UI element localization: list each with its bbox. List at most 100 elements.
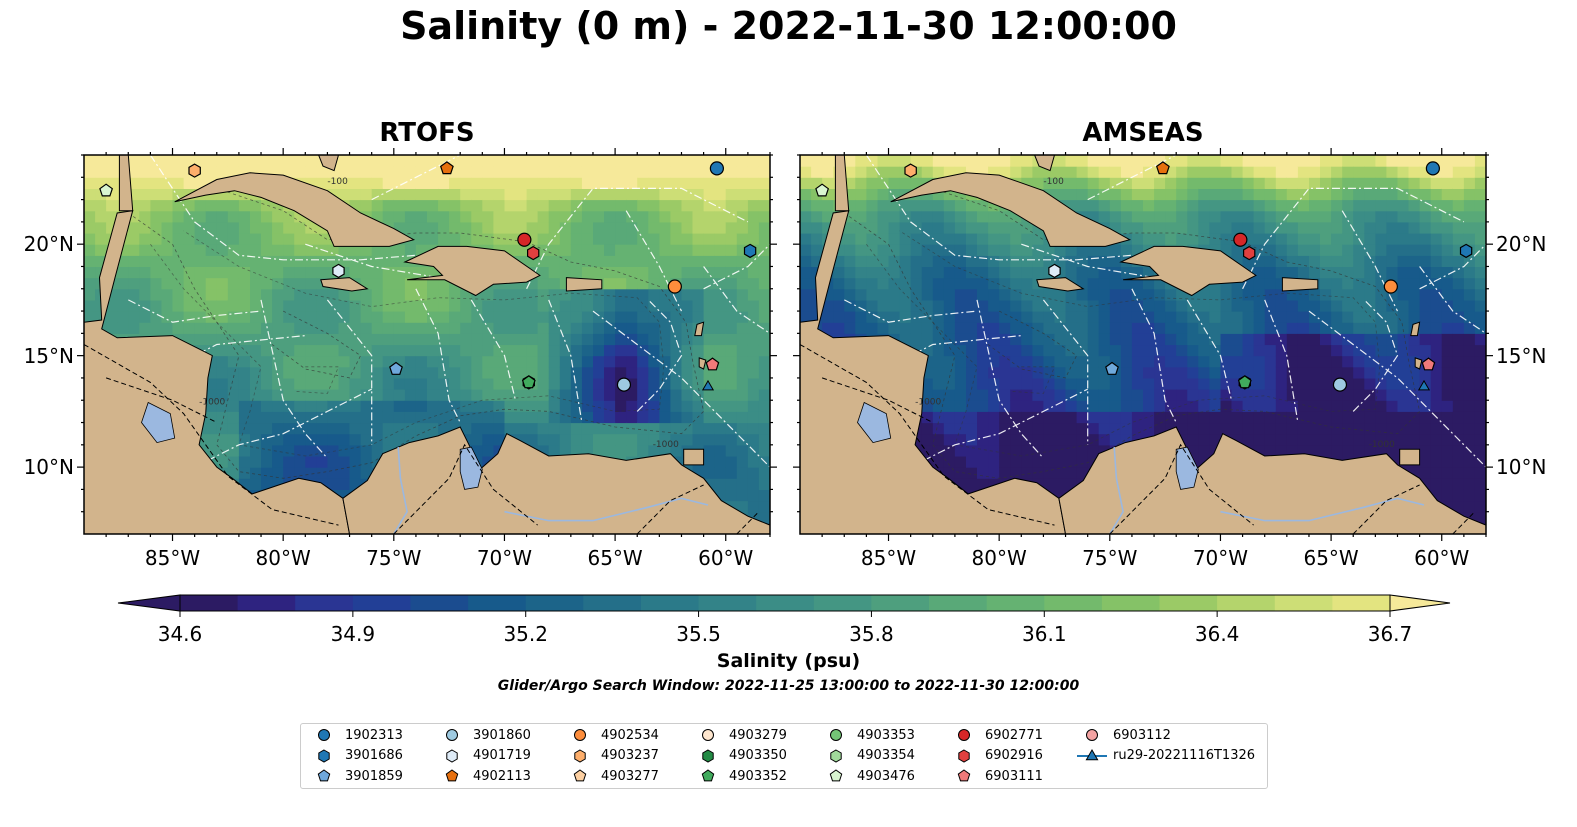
legend-item: 4902534 xyxy=(563,725,659,745)
colorbar-segment xyxy=(295,595,354,611)
legend-item: 6903112 xyxy=(1075,725,1171,745)
land-south xyxy=(342,426,770,534)
land-south xyxy=(1058,426,1486,534)
legend-label: 4903277 xyxy=(601,768,659,784)
legend: 1902313 3901686 3901859 3901860 4901719 49021… xyxy=(300,723,1268,789)
legend-label: 6903111 xyxy=(985,768,1043,784)
eez-boundary xyxy=(703,243,770,290)
country-border xyxy=(393,443,538,534)
legend-label: 4902113 xyxy=(473,768,531,784)
legend-marker-icon xyxy=(1086,729,1098,741)
eez-boundary xyxy=(1242,187,1465,290)
lat-label-right: 15°N xyxy=(1496,343,1547,368)
marker-4902534 xyxy=(1383,279,1398,294)
colorbar-tick-label: 35.2 xyxy=(503,622,548,646)
lat-label-right: 20°N xyxy=(1496,232,1547,257)
legend-item: 6902916 xyxy=(947,746,1043,766)
river xyxy=(393,447,408,534)
contour-label: -100 xyxy=(327,177,348,187)
eez-boundary xyxy=(1264,299,1299,423)
marker-4903237 xyxy=(188,163,201,178)
contour-1000 xyxy=(1010,366,1056,394)
colorbar-segment xyxy=(756,595,815,611)
marker-4903476 xyxy=(815,183,830,197)
lake xyxy=(141,401,176,444)
eez-boundary xyxy=(1131,288,1177,423)
marker-4902113 xyxy=(1155,161,1170,175)
colorbar-segment xyxy=(525,595,584,611)
marker-6902916 xyxy=(526,245,540,261)
colorbar-over-extend xyxy=(1389,594,1451,612)
eez-boundary xyxy=(305,243,505,279)
colorbar-tick-label: 34.6 xyxy=(157,622,203,646)
lake xyxy=(459,446,483,490)
country-border xyxy=(1109,443,1254,534)
marker-6903111 xyxy=(1421,357,1436,371)
eez-boundary xyxy=(1419,266,1486,334)
eez-boundary xyxy=(1021,243,1221,279)
eez-boundary xyxy=(1341,210,1399,312)
legend-label: 4903353 xyxy=(857,727,915,743)
contour-1000 xyxy=(294,366,340,394)
legend-label: 6902771 xyxy=(985,727,1043,743)
legend-item: 4903353 xyxy=(819,725,915,745)
legend-label: 6903112 xyxy=(1113,727,1171,743)
map-frame xyxy=(83,154,771,535)
legend-label: 3901860 xyxy=(473,727,531,743)
lat-label-right: 10°N xyxy=(1496,455,1547,480)
marker-4903237 xyxy=(904,163,917,178)
marker-3901859 xyxy=(389,361,403,375)
marker-4901719 xyxy=(332,263,345,279)
legend-item: ru29-20221116T1326 xyxy=(1075,746,1255,766)
legend-marker-icon xyxy=(445,769,459,782)
legend-label: 4903350 xyxy=(729,748,787,763)
legend-item: 3901859 xyxy=(307,766,403,786)
colorbar-label: Salinity (psu) xyxy=(716,650,861,672)
lon-label: 75°W xyxy=(1082,546,1138,570)
legend-label: 3901686 xyxy=(345,748,403,763)
marker-4902113 xyxy=(439,161,454,175)
eez-boundary xyxy=(1042,299,1089,445)
colorbar-segment xyxy=(641,595,700,611)
eez-boundary xyxy=(1186,299,1233,401)
colorbar-segment xyxy=(871,595,930,611)
contour-1000 xyxy=(150,230,665,457)
main-title: Salinity (0 m) - 2022-11-30 12:00:00 xyxy=(400,4,1177,48)
eez-boundary xyxy=(976,299,1044,459)
legend-item: 1902313 xyxy=(307,725,403,745)
eez-boundary xyxy=(260,299,328,459)
legend-marker-icon xyxy=(1077,748,1107,760)
eez-boundary xyxy=(1419,243,1486,290)
legend-marker-icon xyxy=(574,729,586,741)
legend-marker-icon xyxy=(830,748,842,763)
legend-item: 4903277 xyxy=(563,766,659,786)
river xyxy=(1220,497,1425,522)
lake xyxy=(857,401,892,444)
marker-1902313 xyxy=(1425,161,1440,176)
colorbar-segment xyxy=(813,595,872,611)
lon-label: 85°W xyxy=(860,546,917,570)
lon-label: 80°W xyxy=(971,546,1027,570)
marker-3901686 xyxy=(1459,243,1473,259)
marker-6902771 xyxy=(1233,232,1248,247)
colorbar-segment xyxy=(929,595,988,611)
colorbar-tick-label: 36.1 xyxy=(1022,622,1067,646)
eez-boundary xyxy=(470,299,517,401)
marker-3901686 xyxy=(743,243,757,259)
land-bahamas xyxy=(1034,155,1056,172)
colorbar-tick-label: 36.4 xyxy=(1194,622,1240,646)
legend-label: 3901859 xyxy=(345,768,403,784)
legend-item: 4903476 xyxy=(819,766,915,786)
colorbar-segment xyxy=(1332,595,1391,611)
land-hisp xyxy=(403,245,541,297)
legend-item: 4903279 xyxy=(691,725,787,745)
lon-label: 60°W xyxy=(1414,546,1470,570)
legend-label: 1902313 xyxy=(345,727,403,743)
colorbar-tick-label: 36.7 xyxy=(1367,622,1413,646)
legend-marker-icon xyxy=(701,769,715,782)
eez-boundary xyxy=(128,299,262,323)
land-jam xyxy=(1036,277,1085,292)
colorbar-segment xyxy=(1217,595,1276,611)
country-border xyxy=(800,344,1055,526)
land-gulf xyxy=(118,155,134,212)
